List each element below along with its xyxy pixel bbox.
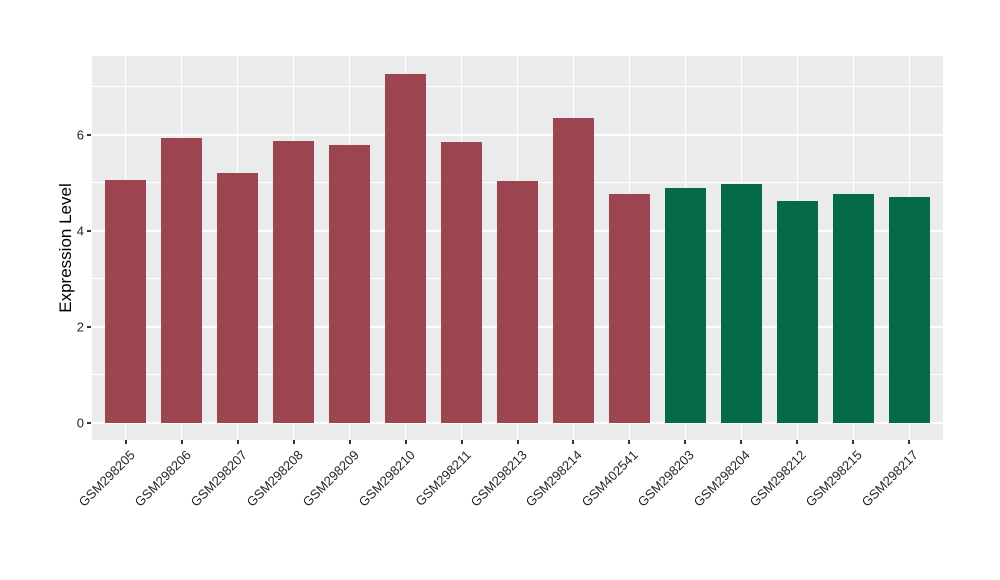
- y-axis-title: Expression Level: [56, 183, 75, 313]
- x-tick-mark-GSM298211: [460, 440, 463, 444]
- x-tick-mark-GSM298212: [796, 440, 799, 444]
- x-tick-mark-GSM298208: [292, 440, 295, 444]
- x-tick-mark-GSM298206: [180, 440, 183, 444]
- y-tick-mark-6: [87, 133, 91, 136]
- x-tick-mark-GSM298203: [684, 440, 687, 444]
- x-tick-mark-GSM402541: [628, 440, 631, 444]
- x-tick-mark-GSM298214: [572, 440, 575, 444]
- x-tick-mark-GSM298210: [404, 440, 407, 444]
- y-tick-label-2: 2: [76, 319, 84, 335]
- x-tick-mark-GSM298207: [236, 440, 239, 444]
- bar-GSM298208: [273, 141, 314, 423]
- x-tick-mark-GSM298217: [908, 440, 911, 444]
- bar-GSM298205: [105, 179, 147, 423]
- x-tick-mark-GSM298213: [516, 440, 519, 444]
- bar-GSM298209: [329, 145, 370, 423]
- y-tick-label-6: 6: [76, 127, 84, 143]
- bar-GSM298211: [441, 142, 482, 423]
- bar-GSM298214: [553, 118, 594, 423]
- bar-GSM298206: [161, 138, 202, 423]
- bar-GSM298217: [888, 196, 930, 423]
- bar-GSM298207: [217, 173, 258, 423]
- y-tick-mark-2: [87, 325, 91, 328]
- plot-panel: [92, 56, 943, 440]
- y-tick-label-0: 0: [76, 415, 84, 431]
- x-tick-mark-GSM298209: [348, 440, 351, 444]
- y-tick-label-4: 4: [76, 223, 84, 239]
- bar-GSM298203: [665, 188, 706, 423]
- x-tick-mark-GSM298205: [124, 440, 127, 444]
- bar-GSM298215: [832, 194, 874, 423]
- x-tick-mark-GSM298215: [852, 440, 855, 444]
- y-tick-mark-4: [87, 229, 91, 232]
- bar-GSM298212: [776, 200, 818, 423]
- bar-GSM298210: [385, 73, 426, 423]
- y-tick-mark-0: [87, 421, 91, 424]
- bar-GSM298213: [497, 180, 538, 423]
- bar-GSM298204: [721, 184, 762, 423]
- x-tick-mark-GSM298204: [740, 440, 743, 444]
- bar-GSM402541: [609, 194, 650, 423]
